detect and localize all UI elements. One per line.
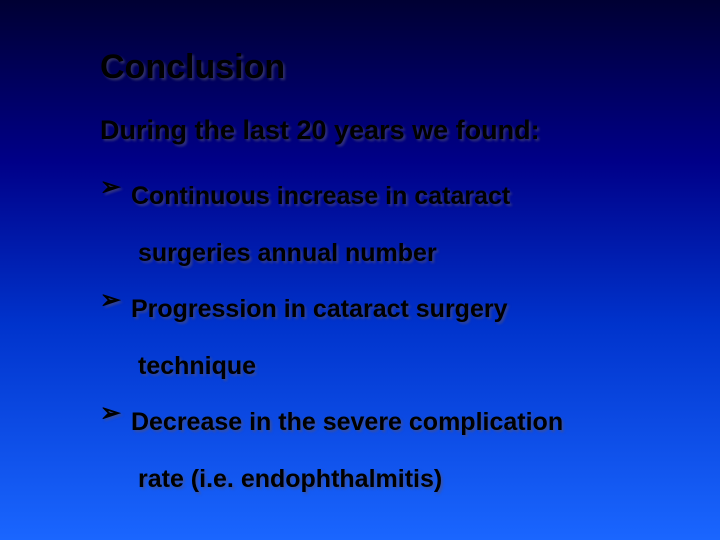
bullet-text: Decrease in the severe complication — [131, 396, 563, 449]
bullet-text: Progression in cataract surgery — [131, 283, 508, 336]
bullet-item: ➢ Decrease in the severe complication — [100, 396, 720, 449]
bullet-glyph-icon: ➢ — [100, 398, 121, 428]
bullet-glyph-icon: ➢ — [100, 172, 121, 202]
slide-title: Conclusion — [100, 48, 720, 87]
bullet-text-cont: rate (i.e. endophthalmitis) — [138, 453, 720, 506]
bullet-item: ➢ Continuous increase in cataract — [100, 170, 720, 223]
slide-subtitle: During the last 20 years we found: — [100, 115, 720, 146]
bullet-text-cont: technique — [138, 340, 720, 393]
bullet-text-cont: surgeries annual number — [138, 227, 720, 280]
bullet-text: Continuous increase in cataract — [131, 170, 510, 223]
bullet-item: ➢ Progression in cataract surgery — [100, 283, 720, 336]
bullet-glyph-icon: ➢ — [100, 285, 121, 315]
